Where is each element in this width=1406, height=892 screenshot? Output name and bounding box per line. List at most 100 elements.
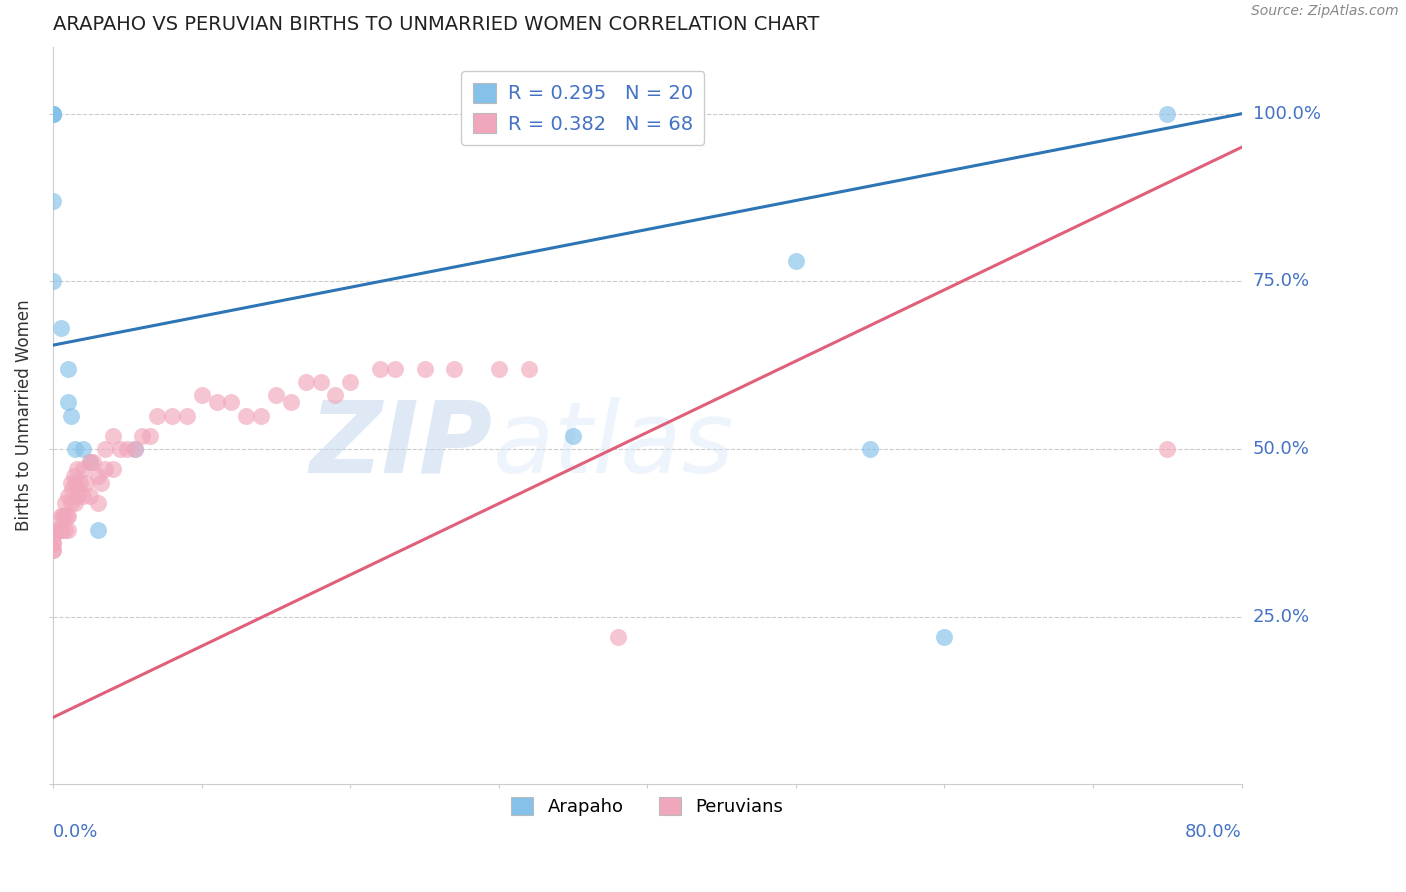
Point bbox=[42, 194, 65, 208]
Point bbox=[56, 509, 79, 524]
Text: 80.0%: 80.0% bbox=[1185, 823, 1241, 841]
Point bbox=[79, 455, 101, 469]
Point bbox=[42, 107, 65, 121]
Point bbox=[56, 523, 79, 537]
Point bbox=[339, 375, 361, 389]
Legend: Arapaho, Peruvians: Arapaho, Peruvians bbox=[503, 789, 790, 823]
Point bbox=[1156, 442, 1178, 456]
Point bbox=[79, 455, 101, 469]
Point bbox=[325, 388, 347, 402]
Point bbox=[176, 409, 198, 423]
Point bbox=[280, 395, 302, 409]
Point bbox=[934, 630, 956, 644]
Point bbox=[65, 475, 87, 490]
Point bbox=[56, 395, 79, 409]
Point bbox=[42, 536, 65, 550]
Point bbox=[72, 462, 94, 476]
Text: ARAPAHO VS PERUVIAN BIRTHS TO UNMARRIED WOMEN CORRELATION CHART: ARAPAHO VS PERUVIAN BIRTHS TO UNMARRIED … bbox=[53, 15, 820, 34]
Point bbox=[49, 523, 72, 537]
Point bbox=[51, 509, 73, 524]
Point bbox=[94, 462, 117, 476]
Point bbox=[131, 428, 153, 442]
Point bbox=[65, 442, 87, 456]
Point bbox=[309, 375, 332, 389]
Point bbox=[56, 489, 79, 503]
Point bbox=[859, 442, 882, 456]
Point bbox=[294, 375, 316, 389]
Point bbox=[79, 489, 101, 503]
Point bbox=[49, 509, 72, 524]
Y-axis label: Births to Unmarried Women: Births to Unmarried Women bbox=[15, 300, 32, 532]
Point bbox=[368, 361, 391, 376]
Point bbox=[72, 442, 94, 456]
Point bbox=[785, 254, 807, 268]
Point bbox=[62, 483, 84, 497]
Point bbox=[124, 442, 146, 456]
Point bbox=[49, 523, 72, 537]
Point bbox=[66, 462, 89, 476]
Point bbox=[49, 321, 72, 335]
Point bbox=[384, 361, 406, 376]
Point bbox=[42, 542, 65, 557]
Point bbox=[101, 462, 124, 476]
Point bbox=[146, 409, 169, 423]
Point bbox=[517, 361, 540, 376]
Text: 100.0%: 100.0% bbox=[1253, 104, 1320, 123]
Point bbox=[86, 496, 108, 510]
Point bbox=[250, 409, 273, 423]
Point bbox=[42, 107, 65, 121]
Point bbox=[66, 489, 89, 503]
Point bbox=[86, 469, 108, 483]
Point bbox=[59, 475, 82, 490]
Point bbox=[59, 496, 82, 510]
Point bbox=[42, 529, 65, 543]
Point bbox=[56, 361, 79, 376]
Point bbox=[69, 475, 91, 490]
Point bbox=[124, 442, 146, 456]
Point bbox=[443, 361, 465, 376]
Point bbox=[42, 107, 65, 121]
Point bbox=[63, 469, 86, 483]
Point bbox=[42, 523, 65, 537]
Text: 25.0%: 25.0% bbox=[1253, 607, 1310, 626]
Text: Source: ZipAtlas.com: Source: ZipAtlas.com bbox=[1251, 4, 1399, 19]
Point bbox=[65, 496, 87, 510]
Point bbox=[160, 409, 183, 423]
Point bbox=[52, 509, 75, 524]
Text: 50.0%: 50.0% bbox=[1253, 440, 1309, 458]
Point bbox=[42, 107, 65, 121]
Text: ZIP: ZIP bbox=[309, 397, 494, 493]
Point bbox=[53, 523, 76, 537]
Text: 75.0%: 75.0% bbox=[1253, 272, 1310, 291]
Text: atlas: atlas bbox=[494, 397, 734, 493]
Point bbox=[59, 409, 82, 423]
Point bbox=[75, 475, 97, 490]
Point bbox=[55, 509, 77, 524]
Point bbox=[264, 388, 287, 402]
Point bbox=[221, 395, 243, 409]
Point bbox=[67, 483, 90, 497]
Point bbox=[562, 428, 585, 442]
Point bbox=[94, 442, 117, 456]
Point bbox=[205, 395, 228, 409]
Point bbox=[42, 523, 65, 537]
Point bbox=[53, 496, 76, 510]
Point bbox=[235, 409, 257, 423]
Point bbox=[138, 428, 160, 442]
Point bbox=[42, 536, 65, 550]
Point bbox=[82, 455, 104, 469]
Point bbox=[42, 274, 65, 288]
Point bbox=[86, 523, 108, 537]
Point bbox=[606, 630, 628, 644]
Text: 0.0%: 0.0% bbox=[53, 823, 98, 841]
Point bbox=[1156, 107, 1178, 121]
Point bbox=[117, 442, 139, 456]
Point bbox=[90, 475, 112, 490]
Point bbox=[42, 542, 65, 557]
Point bbox=[413, 361, 436, 376]
Point bbox=[108, 442, 131, 456]
Point bbox=[72, 489, 94, 503]
Point bbox=[101, 428, 124, 442]
Point bbox=[488, 361, 510, 376]
Point bbox=[190, 388, 212, 402]
